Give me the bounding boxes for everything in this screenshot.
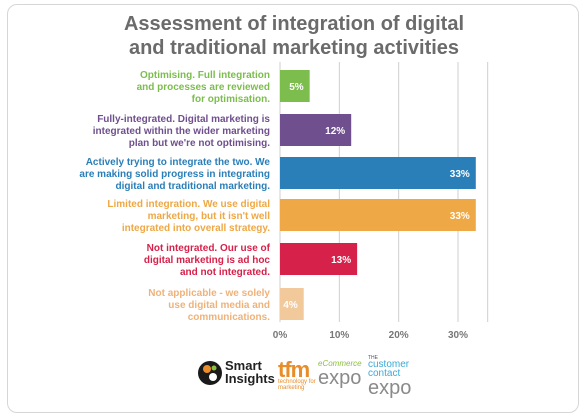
category-label: digital and traditional marketing. [116,181,271,192]
bar [280,199,476,231]
chart-title-line-1: Assessment of integration of digital [123,13,465,35]
category-label: integrated into overall strategy. [122,223,270,234]
smart-insights-word-2: Insights [225,371,275,386]
data-label: 13% [331,255,351,266]
category-label: Optimising. Full integration [140,70,270,81]
category-label: marketing, but it isn't well [148,211,271,222]
category-label: Not integrated. Our use of [147,243,271,254]
category-label: for optimisation. [192,94,271,105]
bar [280,157,476,189]
category-label: are making solid progress in integrating [79,169,270,180]
category-label: digital marketing is ad hoc [144,255,271,266]
ecommerce-expo-logo-top: eCommerce [318,359,362,368]
sponsor-logos: Smart Insights tfm technology for market… [0,355,588,405]
cce-word-2: contact [368,368,401,379]
category-label: and processes are reviewed [137,82,270,93]
tfm-logo-subtitle: technology for marketing [278,379,316,391]
ecommerce-expo-logo-expo: expo [318,367,362,389]
data-label: 33% [450,169,470,180]
category-label: and not integrated. [180,267,270,278]
chart-title-line-2: and traditional marketing activities [128,37,460,59]
category-label: integrated within the wider marketing [93,126,270,137]
category-label: Actively trying to integrate the two. We [86,157,271,168]
bar-chart: 0% 10% 20% 30% 5% Optimising. Full integratio… [79,62,489,341]
smart-insights-logo-icon [198,361,222,385]
x-tick-label: 20% [389,330,409,341]
category-label: plan but we're not optimising. [129,138,270,149]
category-label: use digital media and [168,300,270,311]
bar [280,70,310,102]
tfm-logo: tfm [278,357,310,382]
bar [280,243,358,275]
cce-word-1: customer [368,359,410,370]
customer-contact-expo-logo-top: customer contact [368,359,428,379]
x-tick-label: 10% [329,330,349,341]
bar [280,114,352,146]
customer-contact-expo-logo-pre: THE [368,355,378,361]
x-tick-label: 0% [273,330,288,341]
data-label: 4% [283,300,298,311]
x-tick-label: 30% [448,330,468,341]
data-label: 12% [325,126,345,137]
smart-insights-logo-text: Smart Insights [225,359,275,385]
category-label: Not applicable - we solely [148,288,270,299]
bar [280,288,304,320]
data-label: 5% [289,82,304,93]
category-label: communications. [188,312,270,323]
category-label: Fully-integrated. Digital marketing is [97,114,270,125]
customer-contact-expo-logo-expo: expo [368,377,412,399]
category-label: Limited integration. We use digital [107,199,270,210]
smart-insights-word-1: Smart [225,358,262,373]
data-label: 33% [450,211,470,222]
